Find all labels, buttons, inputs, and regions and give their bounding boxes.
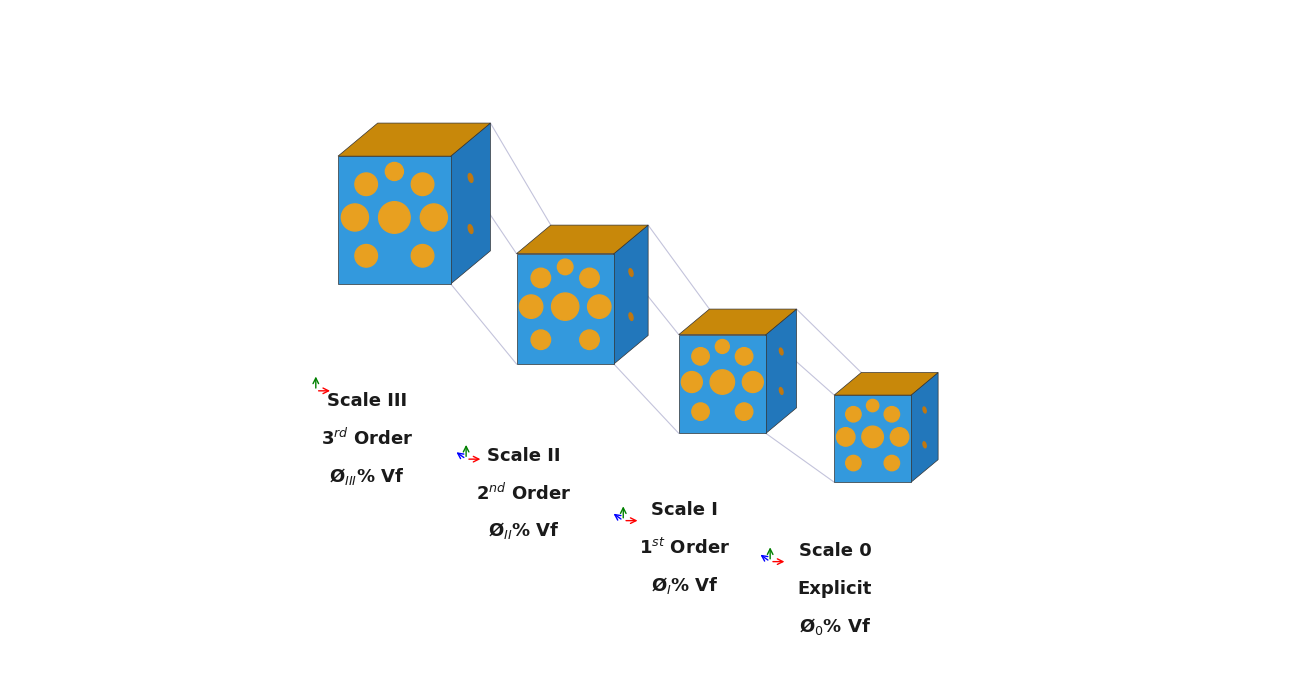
Circle shape bbox=[681, 372, 702, 392]
Ellipse shape bbox=[629, 313, 633, 320]
Circle shape bbox=[386, 163, 403, 180]
Polygon shape bbox=[517, 225, 649, 254]
Circle shape bbox=[354, 244, 378, 267]
Circle shape bbox=[837, 427, 855, 446]
Circle shape bbox=[846, 407, 861, 422]
Circle shape bbox=[420, 204, 447, 231]
Polygon shape bbox=[835, 372, 938, 395]
Circle shape bbox=[692, 348, 709, 365]
Text: 3$^{rd}$ Order: 3$^{rd}$ Order bbox=[320, 428, 413, 449]
Ellipse shape bbox=[548, 238, 557, 241]
Circle shape bbox=[735, 348, 753, 365]
Polygon shape bbox=[451, 123, 490, 284]
Ellipse shape bbox=[557, 246, 566, 250]
Text: Scale 0: Scale 0 bbox=[799, 543, 871, 560]
Circle shape bbox=[411, 244, 434, 267]
Bar bbox=[835, 395, 912, 482]
Ellipse shape bbox=[375, 138, 386, 141]
Ellipse shape bbox=[780, 388, 783, 394]
Text: Scale I: Scale I bbox=[651, 501, 718, 519]
Text: 2$^{nd}$ Order: 2$^{nd}$ Order bbox=[476, 483, 572, 504]
Ellipse shape bbox=[629, 269, 633, 276]
Ellipse shape bbox=[780, 348, 783, 355]
Circle shape bbox=[735, 403, 753, 421]
Circle shape bbox=[557, 259, 573, 274]
Circle shape bbox=[715, 340, 730, 353]
Circle shape bbox=[692, 403, 709, 421]
Ellipse shape bbox=[923, 407, 926, 413]
Bar bbox=[679, 335, 766, 434]
Ellipse shape bbox=[419, 137, 432, 142]
Ellipse shape bbox=[867, 389, 874, 392]
Circle shape bbox=[531, 268, 551, 287]
Circle shape bbox=[579, 330, 599, 349]
Ellipse shape bbox=[468, 174, 473, 182]
Polygon shape bbox=[337, 123, 490, 156]
Ellipse shape bbox=[859, 383, 867, 385]
Text: Ø$_{I}$% Vf: Ø$_{I}$% Vf bbox=[651, 575, 718, 596]
Ellipse shape bbox=[586, 237, 598, 241]
Circle shape bbox=[743, 372, 764, 392]
Circle shape bbox=[552, 293, 579, 320]
Text: Ø$_{0}$% Vf: Ø$_{0}$% Vf bbox=[799, 616, 871, 637]
Text: 1$^{st}$ Order: 1$^{st}$ Order bbox=[640, 538, 730, 558]
Ellipse shape bbox=[889, 382, 899, 386]
Polygon shape bbox=[679, 309, 797, 335]
Circle shape bbox=[862, 426, 883, 448]
Circle shape bbox=[411, 173, 434, 196]
Ellipse shape bbox=[742, 320, 752, 324]
Circle shape bbox=[519, 295, 543, 318]
Text: Scale III: Scale III bbox=[327, 392, 407, 410]
Polygon shape bbox=[766, 309, 797, 434]
Circle shape bbox=[341, 204, 369, 231]
Circle shape bbox=[378, 202, 411, 233]
Ellipse shape bbox=[455, 138, 464, 141]
Text: Ø$_{II}$% Vf: Ø$_{II}$% Vf bbox=[488, 521, 560, 541]
Circle shape bbox=[579, 268, 599, 287]
Ellipse shape bbox=[617, 238, 625, 241]
Circle shape bbox=[891, 427, 909, 446]
Text: Ø$_{III}$% Vf: Ø$_{III}$% Vf bbox=[330, 466, 404, 487]
Circle shape bbox=[884, 456, 900, 471]
Ellipse shape bbox=[923, 442, 926, 448]
Ellipse shape bbox=[769, 320, 776, 323]
Ellipse shape bbox=[468, 224, 473, 233]
Text: Explicit: Explicit bbox=[798, 580, 872, 598]
Ellipse shape bbox=[708, 320, 715, 323]
Circle shape bbox=[531, 330, 551, 349]
Bar bbox=[517, 254, 613, 364]
Ellipse shape bbox=[715, 328, 723, 331]
Ellipse shape bbox=[386, 147, 396, 152]
Circle shape bbox=[710, 370, 735, 394]
Text: Scale II: Scale II bbox=[488, 447, 561, 464]
Polygon shape bbox=[613, 225, 649, 364]
Circle shape bbox=[846, 456, 861, 471]
Circle shape bbox=[587, 295, 611, 318]
Circle shape bbox=[354, 173, 378, 196]
Ellipse shape bbox=[914, 383, 920, 385]
Circle shape bbox=[866, 399, 879, 412]
Polygon shape bbox=[912, 372, 938, 482]
Bar bbox=[337, 156, 451, 284]
Circle shape bbox=[884, 407, 900, 422]
